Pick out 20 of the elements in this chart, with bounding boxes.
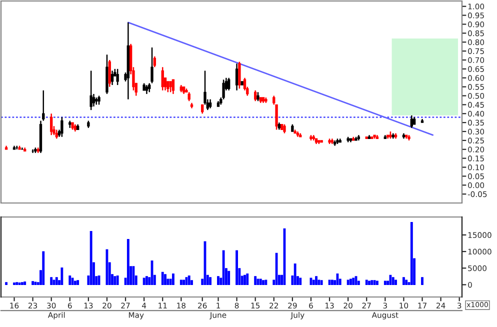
candlestick (42, 90, 45, 122)
candlestick (108, 59, 111, 88)
candlestick (243, 77, 246, 92)
candlestick (228, 77, 230, 92)
candlestick (169, 80, 172, 93)
candlestick (166, 80, 170, 93)
candlestick (153, 56, 156, 68)
candlestick (110, 70, 114, 86)
candlestick (50, 112, 53, 136)
candlestick (90, 70, 92, 111)
candlestick (275, 104, 278, 130)
candlestick (235, 62, 238, 92)
candlestick (172, 79, 175, 95)
candlestick (60, 116, 64, 138)
candlestick (238, 61, 241, 90)
candlestick (410, 114, 413, 129)
candlestick (116, 68, 119, 86)
candlestick (254, 90, 257, 102)
candlestick (150, 46, 154, 84)
candlestick (161, 66, 164, 92)
